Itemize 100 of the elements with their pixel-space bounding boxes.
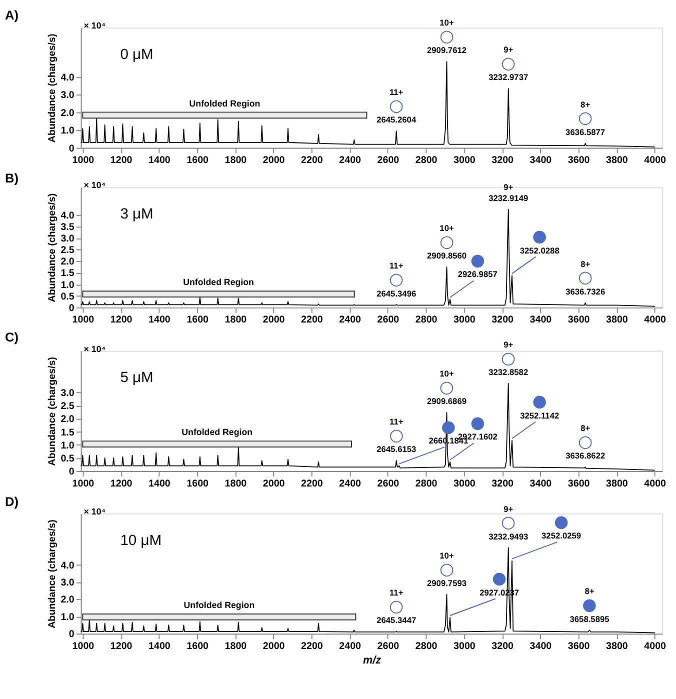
- annotation: 2909.7593: [426, 578, 467, 588]
- annotation: 3658.5895: [570, 614, 610, 624]
- annotation: 2909.6869: [426, 396, 467, 406]
- annotation: ○: [389, 424, 404, 444]
- x-tick-label: 2800: [415, 478, 438, 490]
- x-tick-label: 3800: [606, 155, 628, 166]
- chart-title: B): [5, 170, 19, 186]
- annotation: 3636.7326: [566, 286, 606, 296]
- x-tick-label: 3600: [568, 640, 590, 652]
- y-tick-label: 1.0: [60, 612, 75, 623]
- x-tick-label: 2000: [262, 640, 286, 652]
- annotation: 10+: [440, 223, 454, 234]
- line-series: [80, 383, 656, 471]
- annotation: ○: [389, 94, 404, 115]
- x-tick-label: 1000: [72, 640, 95, 652]
- x-tick-label: 2200: [301, 478, 324, 490]
- y-axis-title: Abundance (charges/s): [46, 520, 58, 628]
- x-tick-label: 2000: [262, 314, 286, 326]
- y-tick-label: 3.0: [60, 234, 75, 245]
- x-tick-label: 1800: [224, 640, 248, 652]
- text: 0 μM: [120, 46, 154, 63]
- x-tick-label: 1200: [110, 155, 133, 166]
- annotation: × 10⁴: [84, 180, 106, 190]
- x-tick-label: 1400: [148, 314, 171, 326]
- annotation: ○: [501, 512, 516, 532]
- x-tick-label: 1200: [110, 640, 133, 652]
- x-tick-label: 3000: [453, 640, 476, 652]
- band-label: Unfolded Region: [182, 427, 253, 438]
- x-tick-label: 4000: [644, 155, 667, 166]
- x-tick-label: 2000: [262, 478, 286, 490]
- x-tick-label: 2600: [377, 314, 400, 326]
- x-tick-label: 1600: [186, 640, 210, 652]
- x-tick-label: 2400: [339, 314, 362, 326]
- x-axis-title: m/z: [362, 654, 382, 667]
- annotation: ●: [470, 249, 485, 270]
- annotation: 11+: [389, 260, 404, 271]
- x-tick-label: 3600: [568, 155, 590, 166]
- annotation: 3252.0288: [520, 245, 560, 256]
- x-tick-label: 1200: [110, 314, 133, 326]
- text: 9+: [504, 340, 514, 350]
- annotation: 8+: [580, 258, 590, 269]
- annotation: 8+: [580, 423, 590, 434]
- chart-title: C): [5, 330, 19, 345]
- x-tick-label: 3800: [606, 478, 628, 490]
- x-tick-label: 3400: [530, 478, 552, 490]
- y-tick-label: 1.5: [60, 268, 75, 280]
- x-tick-label: 2400: [339, 155, 362, 166]
- y-tick-label: 2.5: [60, 245, 75, 256]
- line-series: [80, 208, 656, 307]
- x-tick-label: 1800: [224, 155, 248, 166]
- y-tick-label: 2.5: [60, 401, 75, 412]
- annotation: 9+: [504, 504, 514, 514]
- annotation: × 10⁴: [84, 506, 106, 516]
- x-tick-label: 1600: [186, 314, 210, 326]
- annotation: ○: [501, 52, 516, 72]
- annotation: ○: [439, 376, 454, 396]
- annotation: × 10⁴: [84, 20, 106, 31]
- x-tick-label: 3000: [453, 314, 476, 326]
- x-tick-label: 4000: [644, 640, 667, 652]
- y-tick-label: 0: [68, 302, 75, 314]
- y-axis-title: Abundance (charges/s): [46, 193, 58, 302]
- annotation: 11+: [389, 87, 404, 98]
- annotation: 10+: [440, 550, 454, 560]
- annotation: 9+: [504, 182, 514, 192]
- x-tick-label: 1000: [72, 155, 95, 166]
- band-label: Unfolded Region: [183, 277, 254, 288]
- annotation: ○: [578, 430, 593, 451]
- y-tick-label: 4.0: [60, 560, 75, 572]
- x-tick-label: 3200: [492, 314, 514, 326]
- annotation: ○: [501, 347, 516, 368]
- x-tick-label: 4000: [644, 478, 667, 490]
- x-tick-label: 1800: [224, 314, 248, 326]
- x-tick-label: 4000: [644, 314, 667, 326]
- annotation: 2645.3447: [376, 615, 416, 626]
- x-tick-label: 2800: [415, 640, 438, 652]
- annotation: 8+: [584, 586, 594, 596]
- annotation: 3232.8582: [488, 367, 528, 378]
- y-axis-title: Abundance (charges/s): [46, 34, 58, 143]
- x-tick-label: 3400: [530, 640, 552, 652]
- x-tick-label: 2800: [415, 155, 438, 166]
- x-tick-label: 2600: [377, 478, 400, 490]
- annotation: 11+: [390, 416, 404, 427]
- text: 10+: [440, 18, 454, 28]
- x-tick-label: 3200: [492, 478, 514, 490]
- y-tick-label: 0: [68, 466, 75, 478]
- annotation: 3232.9149: [488, 192, 528, 203]
- x-tick-label: 3000: [453, 478, 476, 490]
- text: 10 μM: [120, 532, 162, 549]
- y-tick-label: 0.5: [60, 291, 75, 302]
- x-tick-label: 2800: [415, 314, 438, 326]
- annotation: 2926.9857: [458, 269, 498, 280]
- annotation: 2645.6153: [376, 444, 417, 454]
- band-label: Unfolded Region: [184, 600, 255, 610]
- annotation: 3232.9737: [488, 72, 528, 82]
- x-tick-label: 2200: [301, 314, 324, 326]
- x-tick-label: 1400: [148, 155, 171, 166]
- x-tick-label: 2200: [301, 155, 324, 166]
- annotation: × 10⁴: [84, 344, 106, 354]
- annotation: 3252.1142: [520, 410, 560, 420]
- line-series: [80, 547, 656, 634]
